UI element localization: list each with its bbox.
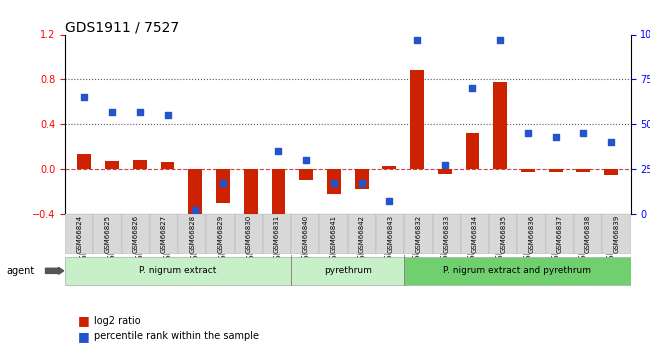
Point xyxy=(412,37,423,43)
Bar xyxy=(465,133,480,169)
Text: agent: agent xyxy=(6,266,34,276)
FancyBboxPatch shape xyxy=(517,214,545,254)
FancyBboxPatch shape xyxy=(574,214,602,254)
FancyBboxPatch shape xyxy=(65,214,94,254)
Text: GSM66842: GSM66842 xyxy=(359,215,365,253)
Point xyxy=(79,95,90,100)
Bar xyxy=(161,162,174,169)
FancyBboxPatch shape xyxy=(433,214,461,254)
Point xyxy=(551,134,561,139)
Bar xyxy=(216,169,230,203)
FancyBboxPatch shape xyxy=(291,214,320,254)
Text: GSM66838: GSM66838 xyxy=(585,215,591,253)
Bar xyxy=(382,166,396,169)
Point xyxy=(135,109,145,115)
Text: GSM66830: GSM66830 xyxy=(246,215,252,253)
Point xyxy=(273,148,283,154)
Point xyxy=(439,163,450,168)
Bar xyxy=(355,169,369,189)
Text: GSM66836: GSM66836 xyxy=(528,215,534,253)
Point xyxy=(107,109,117,115)
Point xyxy=(218,181,228,186)
Bar xyxy=(577,169,590,172)
Text: GSM66827: GSM66827 xyxy=(161,215,167,253)
Text: GSM66835: GSM66835 xyxy=(500,215,506,253)
FancyBboxPatch shape xyxy=(207,214,235,254)
FancyBboxPatch shape xyxy=(235,214,263,254)
Text: GSM66826: GSM66826 xyxy=(133,215,138,253)
Point xyxy=(356,181,367,186)
Bar xyxy=(493,82,507,169)
Text: GSM66825: GSM66825 xyxy=(105,215,111,253)
Text: GSM66841: GSM66841 xyxy=(331,215,337,253)
Point xyxy=(301,157,311,163)
Text: GSM66824: GSM66824 xyxy=(76,215,82,253)
Text: GSM66837: GSM66837 xyxy=(557,215,563,253)
FancyBboxPatch shape xyxy=(122,214,150,254)
Text: GSM66832: GSM66832 xyxy=(415,215,421,253)
Bar xyxy=(244,169,257,222)
FancyBboxPatch shape xyxy=(348,214,376,254)
Text: pyrethrum: pyrethrum xyxy=(324,266,372,275)
Bar xyxy=(549,169,563,172)
Point xyxy=(190,208,200,213)
Bar xyxy=(105,161,119,169)
Text: ■: ■ xyxy=(78,314,90,327)
Text: GSM66831: GSM66831 xyxy=(274,215,280,253)
FancyBboxPatch shape xyxy=(94,214,122,254)
Bar xyxy=(438,169,452,174)
Bar xyxy=(327,169,341,194)
FancyBboxPatch shape xyxy=(65,257,291,285)
Point xyxy=(329,181,339,186)
Text: P. nigrum extract: P. nigrum extract xyxy=(139,266,217,275)
FancyBboxPatch shape xyxy=(489,214,517,254)
Point xyxy=(384,199,395,204)
Text: GSM66829: GSM66829 xyxy=(218,215,224,253)
FancyBboxPatch shape xyxy=(178,214,207,254)
FancyBboxPatch shape xyxy=(150,214,178,254)
Point xyxy=(495,37,506,43)
Text: GSM66834: GSM66834 xyxy=(472,215,478,253)
Text: ■: ■ xyxy=(78,330,90,343)
Text: log2 ratio: log2 ratio xyxy=(94,316,141,326)
Bar xyxy=(272,169,285,227)
Point xyxy=(162,112,173,118)
FancyBboxPatch shape xyxy=(291,257,404,285)
FancyBboxPatch shape xyxy=(320,214,348,254)
Text: GDS1911 / 7527: GDS1911 / 7527 xyxy=(65,21,179,35)
Bar xyxy=(133,160,147,169)
FancyBboxPatch shape xyxy=(404,214,433,254)
Text: GSM66843: GSM66843 xyxy=(387,215,393,253)
Bar xyxy=(604,169,618,175)
Point xyxy=(523,130,533,136)
Bar xyxy=(188,169,202,222)
FancyBboxPatch shape xyxy=(376,214,404,254)
Bar xyxy=(410,70,424,169)
FancyBboxPatch shape xyxy=(461,214,489,254)
FancyBboxPatch shape xyxy=(404,257,630,285)
Point xyxy=(578,130,589,136)
Text: GSM66839: GSM66839 xyxy=(614,215,619,253)
Text: P. nigrum extract and pyrethrum: P. nigrum extract and pyrethrum xyxy=(443,266,592,275)
Text: GSM66833: GSM66833 xyxy=(444,215,450,253)
Text: GSM66840: GSM66840 xyxy=(302,215,308,253)
Point xyxy=(606,139,616,145)
FancyBboxPatch shape xyxy=(545,214,574,254)
Point xyxy=(467,86,478,91)
Text: GSM66828: GSM66828 xyxy=(189,215,195,253)
Bar xyxy=(299,169,313,180)
FancyBboxPatch shape xyxy=(602,214,630,254)
FancyBboxPatch shape xyxy=(263,214,291,254)
Text: percentile rank within the sample: percentile rank within the sample xyxy=(94,332,259,341)
Bar xyxy=(77,155,92,169)
Bar xyxy=(521,169,535,172)
